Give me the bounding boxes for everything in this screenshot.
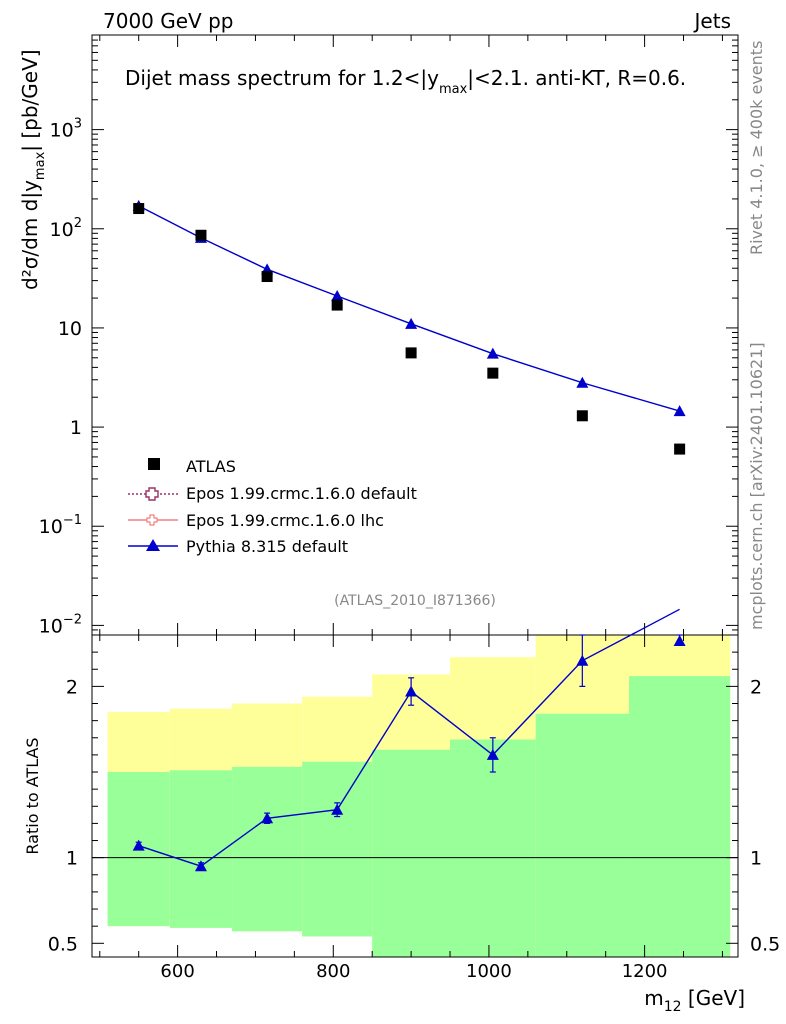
header-energy-label: 7000 GeV pp <box>103 9 234 33</box>
main-y-tick-exp: 2 <box>74 216 82 231</box>
legend: ATLAS Epos 1.99.crmc.1.6.0 default Epos … <box>128 457 417 556</box>
legend-epos-default-label: Epos 1.99.crmc.1.6.0 default <box>186 484 417 503</box>
ratio-pythia-line <box>138 608 680 868</box>
ratio-y-tick-label: 1 <box>66 848 78 870</box>
uncertainty-bands <box>107 635 731 957</box>
green-band-7 <box>629 676 731 957</box>
atlas-point <box>674 443 686 455</box>
ratio-pythia-point <box>576 654 589 666</box>
ratio-plot-frame <box>91 634 739 958</box>
legend-atlas-marker <box>148 458 160 470</box>
green-band-4 <box>372 749 451 957</box>
pythia-point <box>576 376 589 388</box>
main-y-label-end: | [pb/GeV] <box>18 49 42 151</box>
legend-pythia-label: Pythia 8.315 default <box>186 537 348 556</box>
legend-epos-lhc-marker <box>146 514 158 526</box>
ratio-y-axis: 0.5 0.5 1 1 2 2 <box>48 651 780 955</box>
atlas-point <box>195 229 207 241</box>
pythia-line <box>138 205 680 412</box>
green-band-5 <box>450 739 536 957</box>
main-y-tick-base: 10 <box>39 516 63 538</box>
main-y-tick-label: 102 <box>50 216 82 241</box>
ratio-y-tick-label-right: 0.5 <box>750 933 780 955</box>
ratio-pythia-point <box>261 812 274 824</box>
plot-title-sub: max <box>439 82 468 97</box>
legend-epos-default-marker <box>145 487 159 501</box>
main-y-tick-base: 10 <box>58 318 82 340</box>
pythia-point <box>486 347 499 359</box>
atlas-point <box>405 347 417 359</box>
main-y-tick-base: 10 <box>50 219 74 241</box>
header-process-label: Jets <box>693 9 731 33</box>
x-label-main: m <box>644 986 663 1010</box>
ratio-y-tick-label: 2 <box>66 676 78 698</box>
ratio-x-axis: 600 800 1000 1200 <box>99 635 723 982</box>
ratio-panel: 0.5 0.51 12 2 600 800 1000 1200 Ratio to ATLAS… <box>23 608 780 1015</box>
plot-title-end: |<2.1. anti-KT, R=0.6. <box>467 66 686 90</box>
atlas-point <box>261 271 273 283</box>
legend-epos-lhc-label: Epos 1.99.crmc.1.6.0 lhc <box>186 511 384 530</box>
atlas-point <box>331 299 343 311</box>
main-y-label-sub: max <box>33 151 48 180</box>
green-band-2 <box>232 766 303 932</box>
main-data-marks <box>132 199 686 455</box>
x-tick-label: 1000 <box>466 961 512 982</box>
rivet-version-label: Rivet 4.1.0, ≥ 400k events <box>747 41 766 255</box>
ratio-y-axis-label: Ratio to ATLAS <box>23 737 42 854</box>
atlas-point <box>576 410 588 422</box>
x-axis-label: m12 [GeV] <box>644 986 745 1015</box>
main-y-tick-label: 1 <box>70 417 82 439</box>
main-y-tick-exp: −1 <box>63 513 82 528</box>
main-x-ticks <box>99 35 723 635</box>
main-y-tick-label: 10−1 <box>39 513 82 538</box>
ratio-pythia-point <box>673 635 686 646</box>
analysis-tag: (ATLAS_2010_I871366) <box>334 593 496 609</box>
green-band-3 <box>302 761 373 937</box>
ratio-y-tick-label-right: 2 <box>750 676 762 698</box>
x-label-end: [GeV] <box>682 986 745 1010</box>
x-tick-label: 600 <box>160 961 194 982</box>
main-y-axis-label: d²σ/dm d|ymax| [pb/GeV] <box>18 49 48 290</box>
green-band-6 <box>535 713 630 957</box>
main-y-tick-exp: −2 <box>63 612 82 627</box>
main-y-label-main: d²σ/dm d|y <box>18 180 42 290</box>
x-label-sub: 12 <box>664 999 682 1015</box>
main-y-tick-base: 10 <box>50 120 74 142</box>
green-band-1 <box>169 770 233 928</box>
x-tick-label: 800 <box>316 961 350 982</box>
ratio-data-marks <box>132 608 686 872</box>
main-y-tick-exp: 3 <box>74 117 82 132</box>
atlas-point <box>487 367 499 379</box>
ratio-y-tick-label: 0.5 <box>48 933 78 955</box>
ratio-pythia-point <box>405 685 418 697</box>
pythia-point <box>331 289 344 301</box>
ratio-pythia-point <box>331 803 344 815</box>
main-y-tick-label: 10 <box>58 318 82 340</box>
main-y-tick-label: 103 <box>50 117 82 142</box>
ratio-pythia-point <box>132 839 145 851</box>
ratio-y-tick-label-right: 1 <box>750 848 762 870</box>
main-y-tick-base: 1 <box>70 417 82 439</box>
ratio-pythia-point <box>486 748 499 760</box>
main-y-tick-label: 10−2 <box>39 612 82 637</box>
atlas-point <box>133 203 145 215</box>
legend-pythia-marker <box>146 539 160 551</box>
plot-title-main: Dijet mass spectrum for 1.2<|y <box>125 66 439 90</box>
mcplots-source-label: mcplots.cern.ch [arXiv:2401.10621] <box>747 342 766 630</box>
main-y-tick-base: 10 <box>39 615 63 637</box>
legend-atlas-label: ATLAS <box>186 457 236 476</box>
plot-title: Dijet mass spectrum for 1.2<|ymax|<2.1. … <box>125 66 686 97</box>
x-tick-label: 1200 <box>622 961 668 982</box>
ratio-pythia-point <box>194 860 207 872</box>
pythia-point <box>405 317 418 329</box>
pythia-point <box>673 405 686 417</box>
